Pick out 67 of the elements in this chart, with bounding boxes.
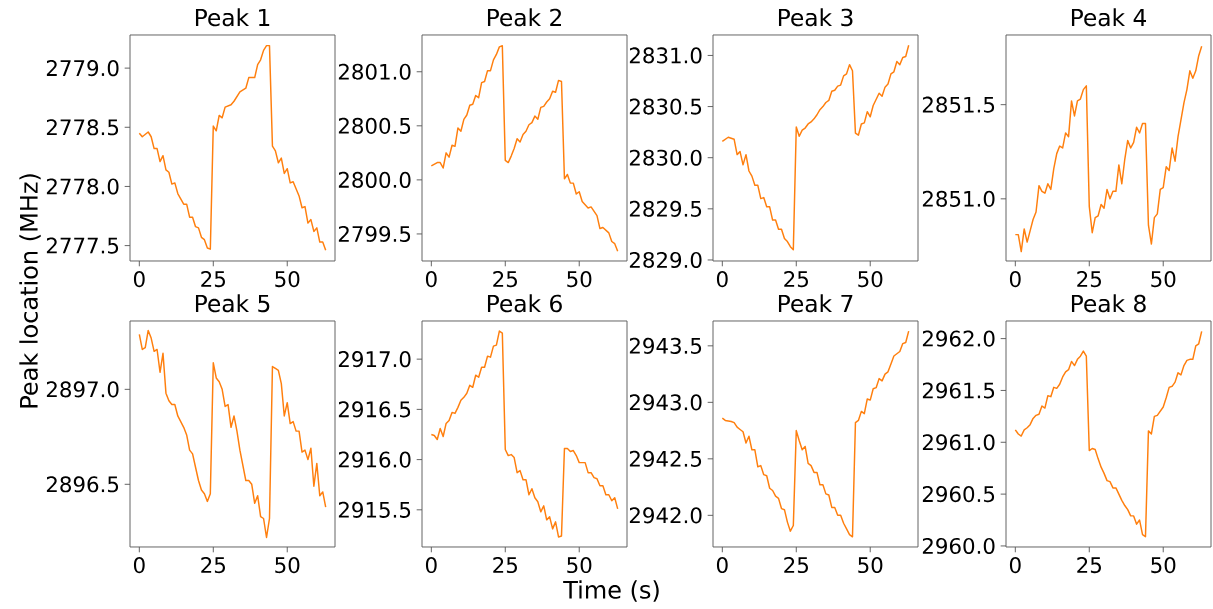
y-tick-label: 2778.5 bbox=[46, 119, 119, 136]
y-tick-label: 2800.5 bbox=[338, 117, 411, 134]
y-tick-label: 2831.0 bbox=[629, 47, 702, 64]
y-tick-label: 2961.5 bbox=[922, 382, 995, 399]
x-tick-label: 0 bbox=[425, 271, 437, 288]
x-tick-label: 50 bbox=[275, 271, 300, 288]
chart-title: Peak 7 bbox=[778, 294, 853, 313]
y-tick-label: 2942.5 bbox=[629, 450, 702, 467]
x-tick-label: 50 bbox=[858, 271, 883, 288]
y-tick-label: 2830.5 bbox=[629, 98, 702, 115]
y-tick-label: 2960.5 bbox=[922, 486, 995, 503]
x-tick-label: 25 bbox=[784, 556, 808, 574]
line-series bbox=[721, 330, 910, 538]
x-tick-label: 25 bbox=[493, 271, 517, 288]
y-tick-label: 2851.0 bbox=[922, 190, 995, 207]
y-tick-label: 2778.0 bbox=[46, 178, 119, 195]
x-tick-label: 0 bbox=[425, 557, 437, 574]
y-tick-label: 2961.0 bbox=[922, 434, 995, 451]
x-tick-label: 25 bbox=[201, 557, 225, 574]
x-tick-label: 50 bbox=[1151, 271, 1176, 288]
chart-title: Peak 8 bbox=[1071, 294, 1146, 313]
chart-title: Peak 5 bbox=[195, 294, 270, 313]
y-tick-label: 2830.0 bbox=[629, 149, 702, 166]
chart-title: Peak 2 bbox=[487, 8, 561, 27]
x-tick-label: 25 bbox=[201, 271, 225, 288]
x-tick-label: 0 bbox=[716, 556, 728, 574]
y-tick-label: 2917.0 bbox=[338, 351, 411, 368]
y-tick-label: 2962.0 bbox=[922, 330, 995, 347]
chart-title: Peak 3 bbox=[778, 8, 853, 27]
y-tick-label: 2779.0 bbox=[46, 60, 119, 77]
x-tick-label: 25 bbox=[784, 271, 808, 288]
x-tick-label: 50 bbox=[858, 556, 883, 574]
y-tick-label: 2897.0 bbox=[46, 381, 119, 398]
y-tick-label: 2799.5 bbox=[338, 225, 411, 243]
x-tick-label: 0 bbox=[133, 557, 145, 574]
line-series bbox=[430, 45, 619, 252]
x-tick-label: 50 bbox=[1151, 557, 1176, 574]
chart-title: Peak 6 bbox=[487, 294, 562, 313]
y-axis-title: Peak location (MHz) bbox=[19, 174, 41, 408]
y-tick-label: 2851.5 bbox=[922, 96, 995, 113]
chart-title: Peak 1 bbox=[195, 8, 270, 27]
y-tick-label: 2942.0 bbox=[629, 507, 702, 524]
y-tick-label: 2943.5 bbox=[629, 337, 702, 354]
x-tick-label: 50 bbox=[567, 271, 592, 288]
x-tick-label: 0 bbox=[716, 271, 728, 288]
x-tick-label: 50 bbox=[567, 557, 592, 574]
x-tick-label: 25 bbox=[1077, 557, 1101, 574]
x-tick-label: 0 bbox=[133, 271, 145, 288]
y-tick-label: 2800.0 bbox=[338, 171, 411, 188]
x-tick-label: 25 bbox=[493, 557, 517, 574]
y-tick-label: 2960.0 bbox=[922, 537, 995, 555]
x-tick-label: 0 bbox=[1009, 557, 1021, 574]
y-tick-label: 2896.5 bbox=[46, 476, 119, 493]
y-tick-label: 2943.0 bbox=[629, 394, 702, 411]
y-tick-label: 2777.5 bbox=[46, 237, 119, 254]
y-tick-label: 2801.0 bbox=[338, 63, 411, 80]
y-tick-label: 2829.5 bbox=[629, 200, 702, 217]
y-tick-label: 2916.0 bbox=[338, 451, 411, 468]
y-tick-label: 2829.0 bbox=[629, 251, 702, 269]
x-tick-label: 0 bbox=[1009, 271, 1021, 288]
line-series bbox=[138, 44, 327, 252]
y-tick-label: 2916.5 bbox=[338, 401, 411, 418]
x-tick-label: 50 bbox=[275, 557, 300, 574]
x-tick-label: 25 bbox=[1077, 271, 1101, 288]
y-tick-label: 2915.5 bbox=[338, 501, 411, 518]
chart-title: Peak 4 bbox=[1071, 8, 1147, 27]
x-axis-title: Time (s) bbox=[563, 580, 659, 602]
